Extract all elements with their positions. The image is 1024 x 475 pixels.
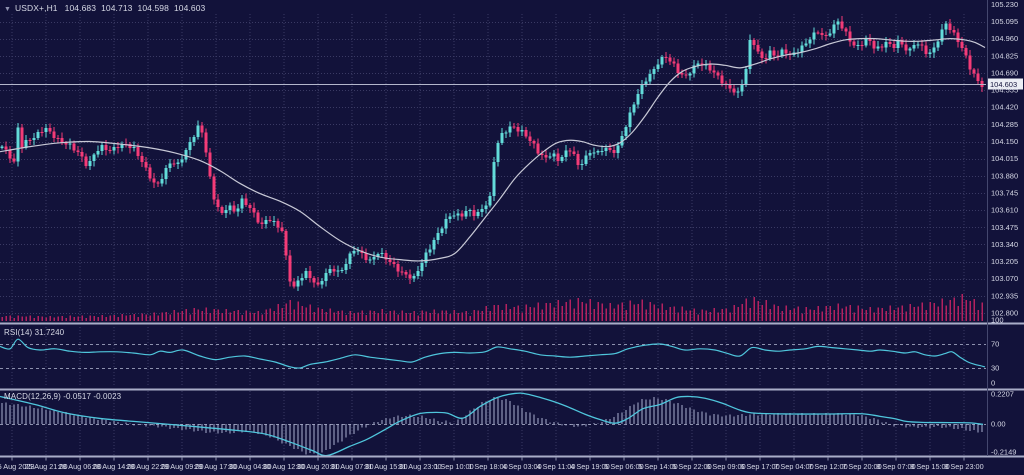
macd-axis-tick: 0.2207 bbox=[991, 390, 1014, 399]
time-axis-label: 30 Aug 04:00 bbox=[228, 462, 271, 471]
time-axis-label: 29 Aug 17:00 bbox=[194, 462, 237, 471]
price-axis-tick: 104.150 bbox=[991, 137, 1018, 146]
pane-separators bbox=[0, 322, 1024, 458]
time-axis-label: 1 Sep 18:00 bbox=[468, 462, 507, 471]
time-axis-label: 30 Aug 12:00 bbox=[262, 462, 305, 471]
time-axis-label: 25 Aug 2023 bbox=[0, 462, 34, 471]
price-axis-tick: 103.070 bbox=[991, 274, 1018, 283]
price-axis-tick: 103.205 bbox=[991, 257, 1018, 266]
time-axis-label: 5 Sep 22:00 bbox=[672, 462, 711, 471]
price-axis-tick: 104.825 bbox=[991, 51, 1018, 60]
current-price-label: 104.603 bbox=[988, 78, 1023, 90]
price-axis-tick: 104.555 bbox=[991, 86, 1018, 95]
grid-lines bbox=[0, 14, 986, 455]
price-axis-tick: 103.340 bbox=[991, 240, 1018, 249]
price-axis-tick: 104.690 bbox=[991, 68, 1018, 77]
time-axis-label: 29 Aug 09:00 bbox=[160, 462, 203, 471]
rsi-line bbox=[0, 338, 986, 369]
volume-axis-tick: 100 bbox=[991, 316, 1004, 325]
time-axis-label: 5 Sep 06:00 bbox=[604, 462, 643, 471]
macd-axis-tick: -0.2149 bbox=[991, 448, 1016, 457]
time-axis-label: 31 Aug 07:00 bbox=[330, 462, 373, 471]
time-axis-label: 7 Sep 20:00 bbox=[842, 462, 881, 471]
price-axis-tick: 103.745 bbox=[991, 188, 1018, 197]
price-axis-tick: 104.960 bbox=[991, 34, 1018, 43]
time-axis-label: 25 Aug 21:00 bbox=[24, 462, 67, 471]
macd-signal-line bbox=[0, 392, 984, 457]
price-axis[interactable]: 105.230 105.095 104.960 104.825 104.690 104.5… bbox=[991, 0, 1018, 457]
time-axis-label: 7 Sep 04:00 bbox=[774, 462, 813, 471]
volume-bars bbox=[1, 294, 983, 321]
moving-average-line bbox=[0, 37, 986, 262]
price-axis-tick: 104.015 bbox=[991, 154, 1018, 163]
price-axis-tick: 103.880 bbox=[991, 171, 1018, 180]
time-axis-label: 4 Sep 03:00 bbox=[502, 462, 541, 471]
price-axis-tick: 105.230 bbox=[991, 0, 1018, 9]
price-axis-tick: 103.610 bbox=[991, 206, 1018, 215]
time-axis-label: 6 Sep 17:00 bbox=[740, 462, 779, 471]
time-axis-label: 7 Sep 12:00 bbox=[808, 462, 847, 471]
rsi-axis-tick: 0 bbox=[991, 379, 995, 388]
svg-text:104.603: 104.603 bbox=[990, 80, 1017, 89]
time-axis-label: 4 Sep 19:00 bbox=[570, 462, 609, 471]
price-axis-tick: 104.420 bbox=[991, 103, 1018, 112]
time-axis-label: 28 Aug 14:00 bbox=[92, 462, 135, 471]
candlesticks bbox=[0, 16, 984, 291]
time-axis-label: 8 Sep 15:00 bbox=[910, 462, 949, 471]
time-axis-label: 6 Sep 09:00 bbox=[706, 462, 745, 471]
rsi-axis-tick: 70 bbox=[991, 340, 999, 349]
time-axis-label: 8 Sep 23:00 bbox=[944, 462, 983, 471]
macd-histogram bbox=[1, 396, 983, 456]
time-axis-label: 8 Sep 07:00 bbox=[876, 462, 915, 471]
price-axis-tick: 103.475 bbox=[991, 223, 1018, 232]
macd-axis-tick: 0.00 bbox=[991, 420, 1006, 429]
price-axis-tick: 102.935 bbox=[991, 291, 1018, 300]
time-axis-label: 28 Aug 06:00 bbox=[58, 462, 101, 471]
time-axis-label: 31 Aug 23:00 bbox=[398, 462, 441, 471]
rsi-axis-tick: 30 bbox=[991, 364, 999, 373]
time-axis-label: 5 Sep 14:00 bbox=[638, 462, 677, 471]
chart-dropdown-icon[interactable]: ▼ bbox=[4, 6, 12, 13]
time-axis-label: 31 Aug 15:00 bbox=[364, 462, 407, 471]
time-axis-label: 30 Aug 20:00 bbox=[296, 462, 339, 471]
price-axis-tick: 102.800 bbox=[991, 308, 1018, 317]
time-axis-label: 28 Aug 22:00 bbox=[126, 462, 169, 471]
time-axis-label: 4 Sep 11:00 bbox=[537, 462, 576, 471]
price-axis-tick: 105.095 bbox=[991, 17, 1018, 26]
price-axis-tick: 104.285 bbox=[991, 120, 1018, 129]
time-axis-label: 1 Sep 10:00 bbox=[434, 462, 473, 471]
